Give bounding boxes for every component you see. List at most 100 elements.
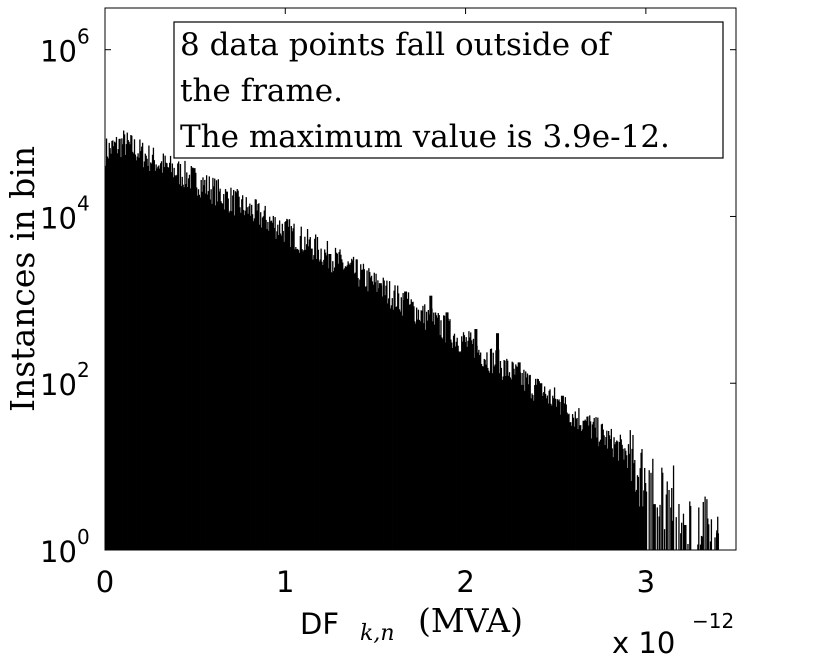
histogram-bar [324, 249, 326, 550]
histogram-bar [179, 163, 182, 551]
histogram-bar [397, 285, 399, 550]
histogram-bar [370, 275, 373, 550]
histogram-bar [216, 201, 219, 550]
histogram-spike [288, 258, 292, 550]
histogram-bar [619, 434, 622, 550]
histogram-bar [234, 191, 237, 551]
histogram-bar [408, 304, 411, 550]
histogram-bar [439, 335, 441, 550]
histogram-bar [489, 348, 492, 550]
histogram-bar [613, 437, 615, 550]
histogram-bar [204, 179, 206, 550]
histogram-bar [626, 455, 628, 550]
histogram-bar [364, 286, 366, 550]
histogram-bar [552, 395, 554, 550]
histogram-bar [313, 255, 315, 551]
histogram-bar [243, 215, 246, 550]
histogram-bar [139, 139, 141, 551]
histogram-bar [279, 233, 282, 550]
histogram-bar [690, 506, 692, 550]
histogram-bar [529, 374, 531, 550]
histogram-bar [553, 387, 556, 550]
histogram-bar [140, 151, 142, 550]
histogram-bar [260, 212, 262, 550]
histogram-bar [551, 405, 553, 550]
histogram-bar [257, 204, 259, 550]
histogram-bar [382, 277, 384, 550]
histogram-bar [267, 221, 269, 551]
histogram-bar [395, 307, 397, 550]
histogram-bar [589, 421, 592, 550]
histogram-bar [146, 158, 148, 550]
histogram-bar [504, 360, 506, 550]
histogram-bar [196, 187, 198, 550]
histogram-bar [188, 174, 191, 550]
histogram-bar [467, 340, 469, 550]
histogram-spike [445, 312, 449, 550]
histogram-bar [675, 517, 677, 550]
annotation-line-2: the frame. [180, 73, 343, 109]
histogram-bar [493, 366, 495, 550]
histogram-bar [629, 430, 631, 550]
histogram-bar [128, 141, 130, 550]
histogram-bar [367, 291, 369, 550]
histogram-bar [557, 400, 559, 550]
histogram-bar [310, 248, 312, 551]
histogram-bar [627, 444, 630, 550]
histogram-bar [198, 194, 201, 550]
histogram-bar [500, 367, 503, 550]
histogram-bar [678, 504, 680, 550]
histogram-bar [596, 437, 598, 550]
histogram-bar [305, 249, 307, 550]
histogram-bar [522, 384, 524, 550]
histogram-bar [107, 158, 109, 550]
x-multiplier-base: x 10 [612, 626, 675, 660]
histogram-bar [269, 221, 272, 551]
histogram-bar [258, 203, 260, 550]
histogram-bar [366, 270, 368, 550]
histogram-bar [261, 217, 264, 550]
histogram-bar [175, 176, 177, 551]
histogram-bar [402, 293, 404, 550]
histogram-bar [516, 367, 519, 550]
histogram-bar [622, 448, 624, 550]
histogram-bar [122, 144, 124, 551]
histogram-bar [567, 414, 569, 550]
histogram-bar [354, 272, 356, 550]
histogram-bar [698, 507, 700, 550]
histogram-bar [283, 241, 285, 550]
histogram-bar [640, 452, 642, 550]
histogram-bar [608, 435, 611, 550]
histogram-bar [537, 379, 539, 550]
histogram-bar [416, 319, 419, 550]
histogram-bar [271, 222, 274, 551]
histogram-bar [434, 312, 437, 550]
histogram-bar [413, 306, 415, 550]
histogram-bar [199, 197, 201, 550]
histogram-bar [251, 204, 253, 550]
histogram-bar [205, 193, 207, 551]
histogram-bar [183, 187, 185, 551]
histogram-bar [118, 138, 120, 550]
histogram-bar [483, 358, 485, 550]
histogram-bar [390, 305, 393, 550]
histogram-bar [499, 361, 502, 550]
histogram-bar [298, 252, 301, 550]
histogram-bar [386, 280, 388, 550]
histogram-bar [470, 332, 472, 550]
histogram-bar [512, 362, 514, 550]
histogram-bar [670, 507, 672, 550]
histogram-bar [437, 313, 439, 550]
histogram-bar [249, 203, 251, 550]
x-axis-ticks: 0 1 2 3 [96, 8, 655, 599]
histogram-bar [470, 340, 473, 550]
histogram-bar [343, 268, 346, 550]
histogram-bar [173, 167, 175, 551]
histogram-bar [697, 544, 699, 550]
histogram-bar [223, 209, 226, 550]
histogram-bar [707, 518, 709, 550]
histogram-bar [123, 134, 126, 551]
histogram-bar [231, 211, 233, 550]
histogram-bar [671, 488, 673, 550]
histogram-bar [706, 499, 708, 550]
